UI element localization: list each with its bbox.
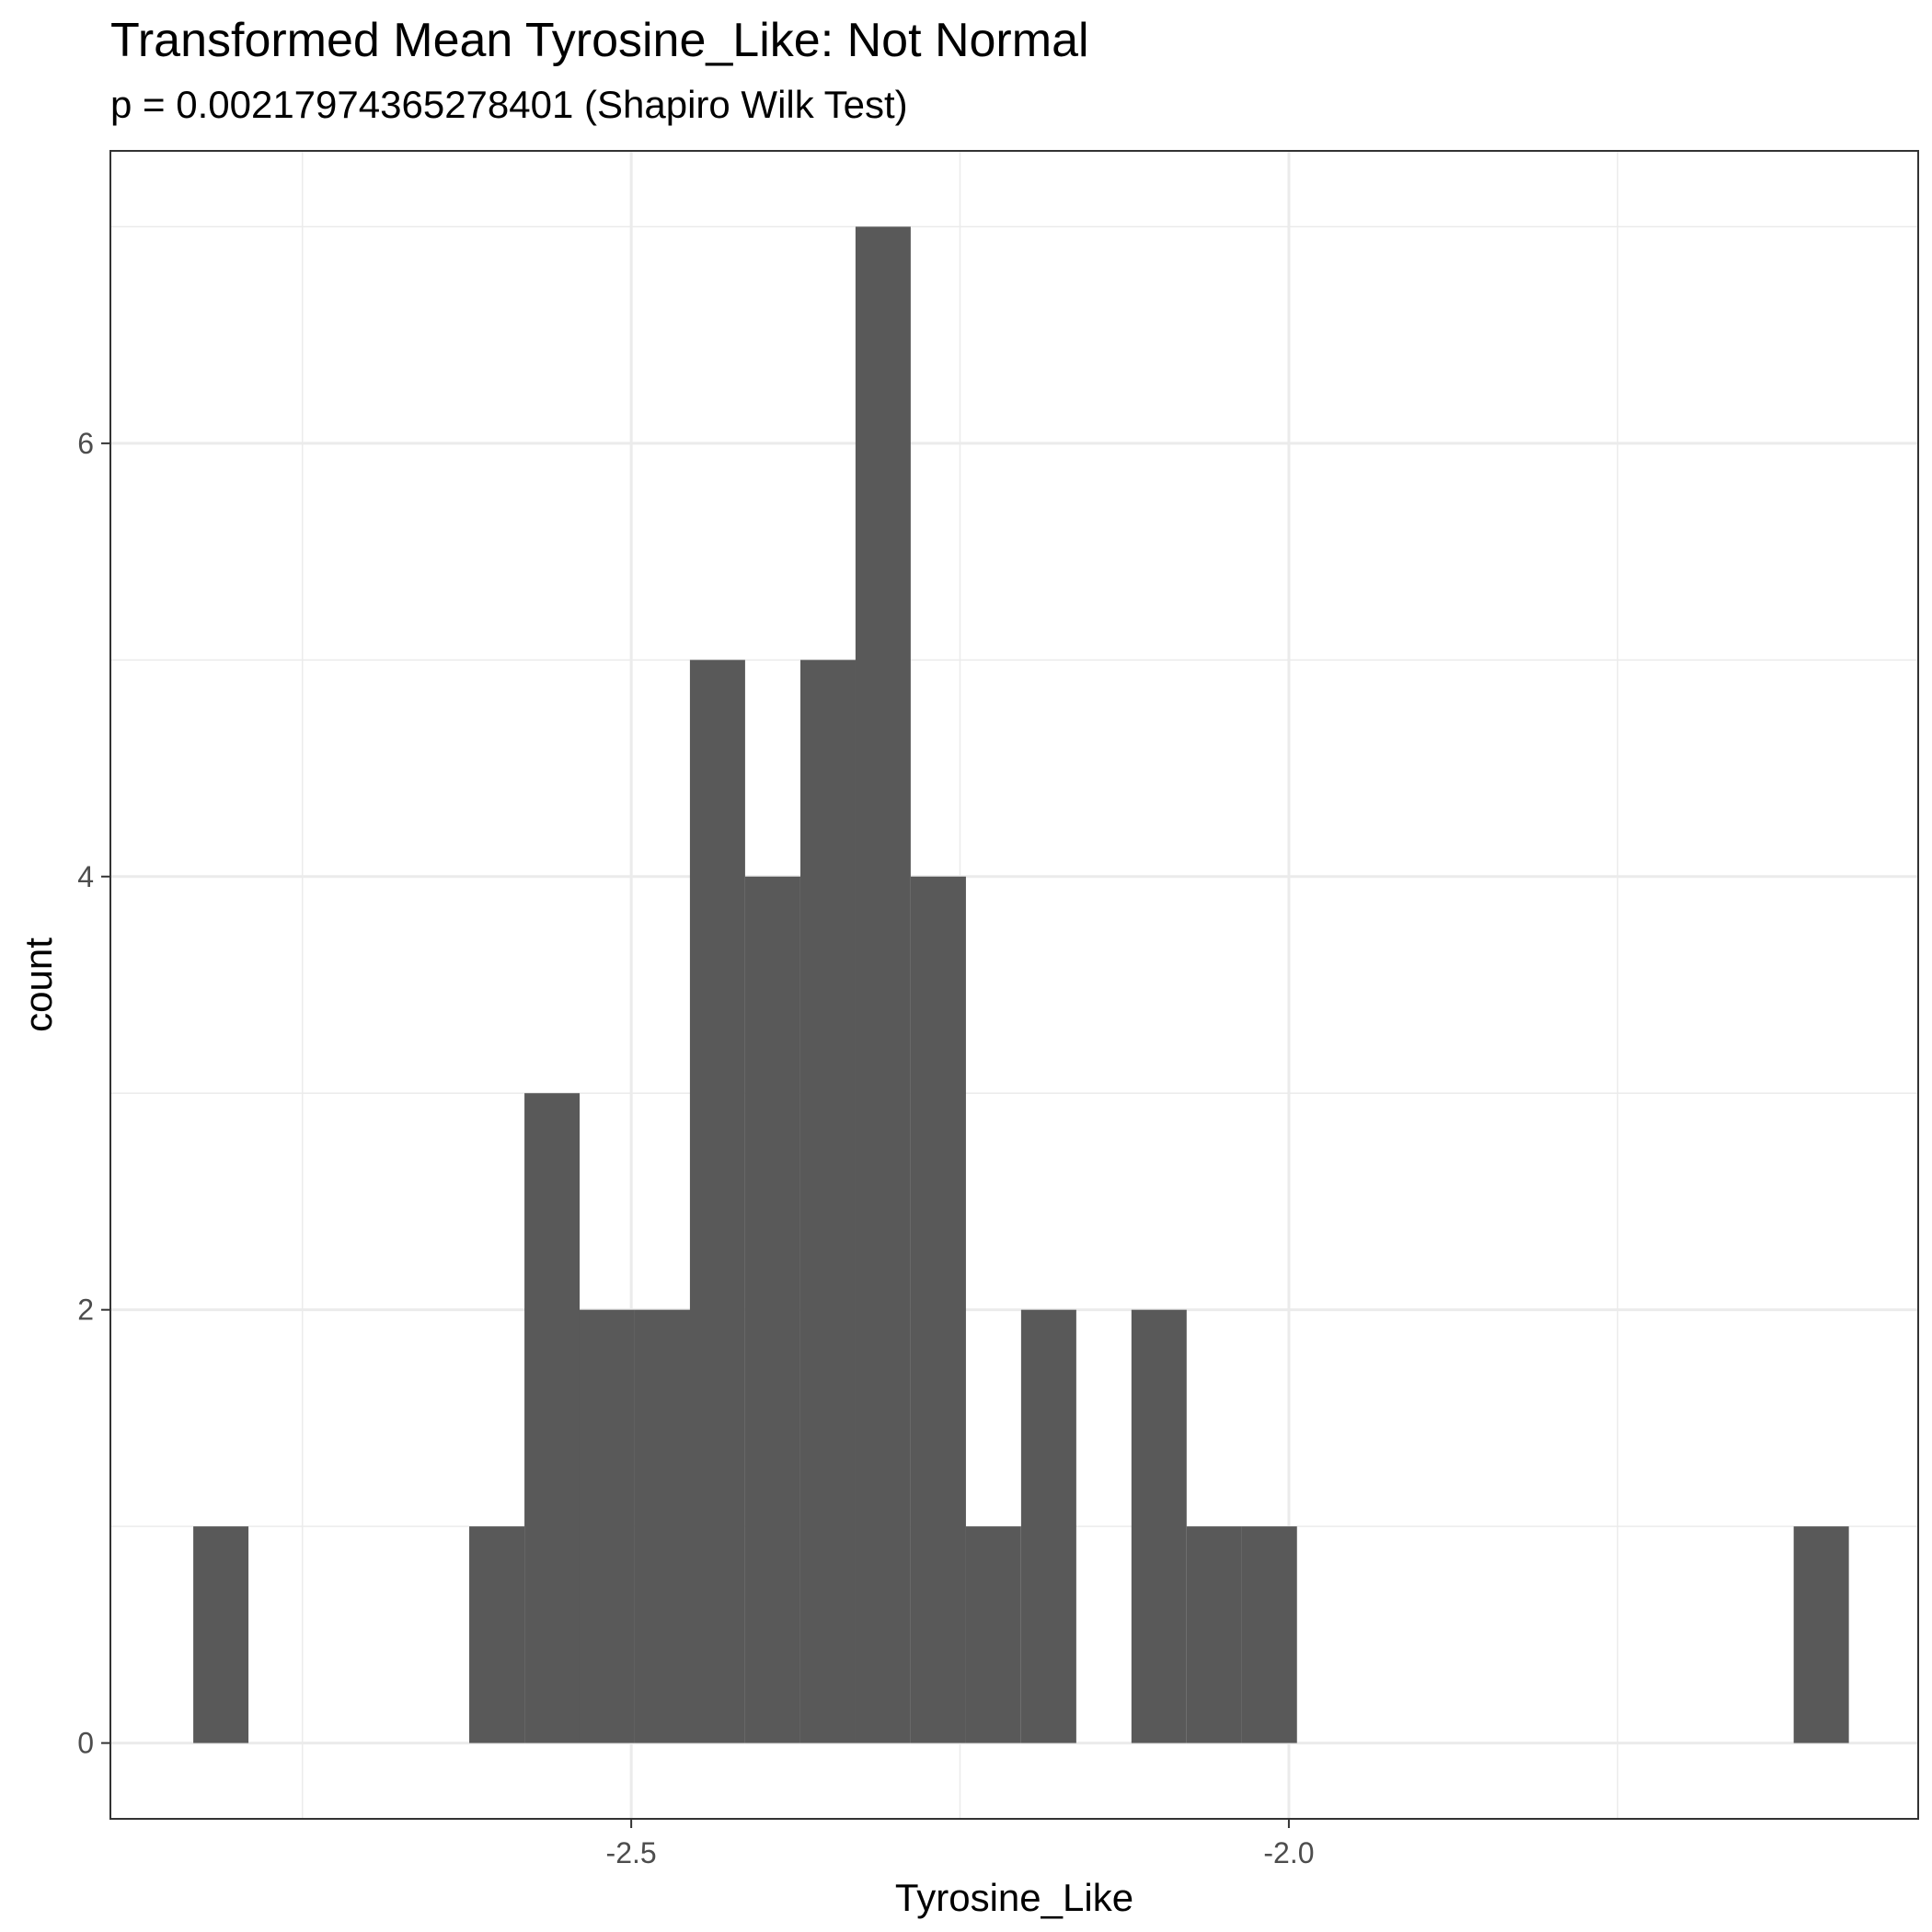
ticks-layer: -2.5 -2.0 0 2 4 6 bbox=[77, 427, 1314, 1869]
histogram-bar bbox=[635, 1309, 691, 1743]
y-tick-label: 2 bbox=[77, 1294, 94, 1327]
histogram-bar bbox=[910, 876, 966, 1743]
histogram-bar bbox=[1793, 1526, 1849, 1743]
histogram-bar bbox=[1020, 1309, 1076, 1743]
histogram-bar bbox=[1186, 1526, 1242, 1743]
histogram-bar bbox=[1131, 1309, 1187, 1743]
x-axis-title: Tyrosine_Like bbox=[895, 1876, 1133, 1919]
histogram-bar bbox=[524, 1093, 581, 1743]
y-axis-title: count bbox=[17, 937, 60, 1032]
histogram-bar bbox=[469, 1526, 525, 1743]
chart-subtitle: p = 0.00217974365278401 (Shapiro Wilk Te… bbox=[110, 83, 908, 126]
histogram-bar bbox=[193, 1526, 249, 1743]
x-tick-label: -2.5 bbox=[606, 1836, 657, 1869]
y-tick-label: 4 bbox=[77, 860, 94, 893]
histogram-bar bbox=[1241, 1526, 1297, 1743]
histogram-bar bbox=[855, 226, 911, 1743]
bars-layer bbox=[193, 226, 1849, 1743]
y-tick-label: 0 bbox=[77, 1727, 94, 1760]
chart-title: Transformed Mean Tyrosine_Like: Not Norm… bbox=[110, 14, 1089, 67]
histogram-bar bbox=[579, 1309, 635, 1743]
y-tick-label: 6 bbox=[77, 427, 94, 460]
histogram-bar bbox=[689, 660, 745, 1743]
x-tick-label: -2.0 bbox=[1263, 1836, 1314, 1869]
histogram-bar bbox=[800, 660, 856, 1743]
histogram-bar bbox=[965, 1526, 1021, 1743]
panel-border bbox=[109, 150, 1919, 1820]
histogram-bar bbox=[744, 876, 800, 1743]
